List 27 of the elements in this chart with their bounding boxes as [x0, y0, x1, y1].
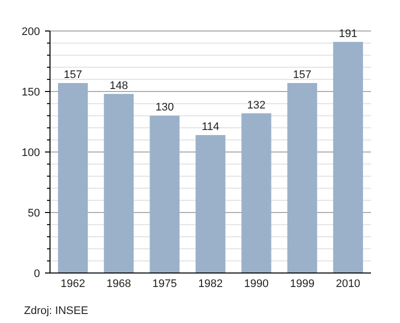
bar [241, 113, 272, 273]
bar [333, 42, 363, 273]
x-tick-label: 1962 [60, 278, 86, 290]
x-tick-label: 1999 [290, 278, 314, 290]
data-label: 132 [247, 99, 266, 112]
y-tick-label: 0 [34, 268, 40, 280]
data-label: 130 [155, 102, 174, 114]
data-label: 157 [293, 69, 312, 82]
data-label: 157 [64, 69, 82, 82]
y-tick-label: 100 [22, 146, 40, 159]
bar [150, 116, 180, 273]
y-tick-label: 50 [28, 207, 40, 220]
bar [287, 83, 318, 273]
data-label: 114 [202, 121, 220, 134]
bar [104, 94, 134, 273]
y-tick-label: 150 [22, 86, 40, 98]
x-tick-label: 1990 [244, 278, 269, 290]
x-tick-label: 1968 [106, 278, 132, 290]
text: Zdroj: INSEE [24, 305, 88, 317]
bar [58, 83, 88, 273]
y-tick-label: 200 [22, 26, 40, 38]
data-label: 148 [110, 80, 128, 92]
x-tick-label: 1982 [198, 278, 223, 290]
x-tick-label: 1975 [152, 278, 177, 290]
bar [196, 135, 226, 273]
x-tick-label: 2010 [336, 278, 360, 290]
data-label: 191 [338, 28, 358, 40]
